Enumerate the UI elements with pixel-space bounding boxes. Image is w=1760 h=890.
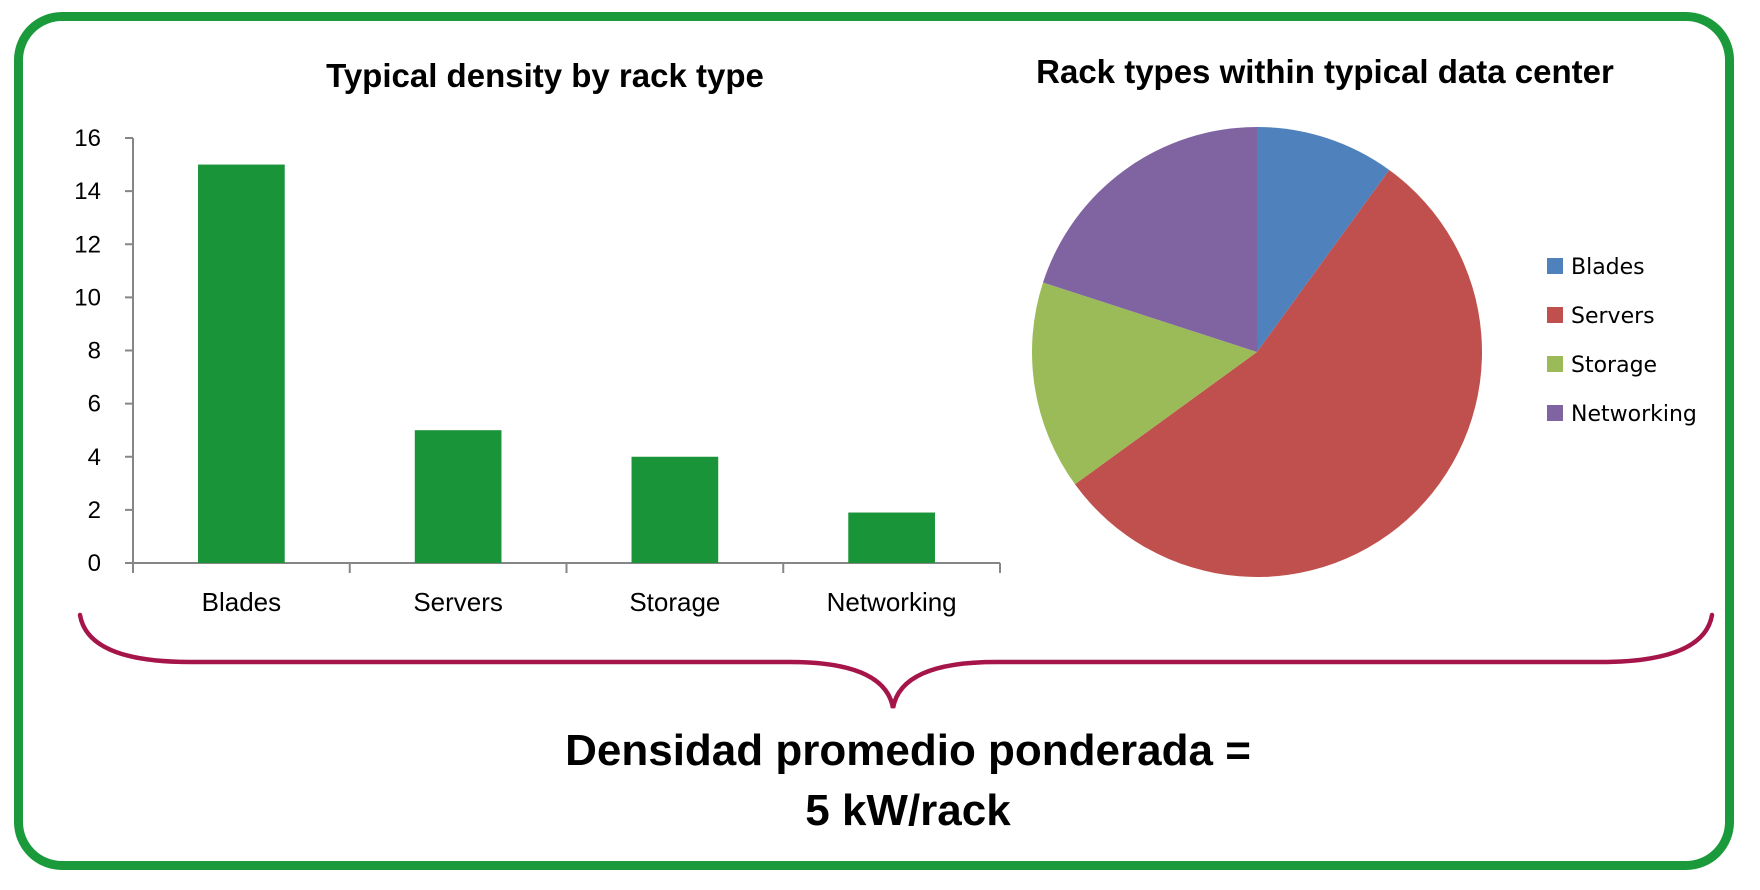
y-tick-label: 16	[74, 125, 101, 152]
bar-blades	[198, 164, 285, 563]
pie-slice-blades	[1257, 127, 1390, 352]
pie-chart-legend: Blades Servers Storage Networking	[1547, 255, 1697, 427]
y-tick-label: 14	[74, 178, 101, 205]
legend-swatch-networking	[1547, 405, 1563, 421]
legend-label: Networking	[1571, 402, 1697, 427]
y-tick-label: 2	[88, 497, 101, 524]
x-tick-label: Storage	[629, 587, 720, 617]
y-tick-label: 6	[88, 391, 101, 418]
bar-chart: Typical density by rack type 0 2 4 6 8 10 12 14…	[74, 57, 1001, 617]
legend-label: Storage	[1571, 353, 1657, 378]
bar-servers	[414, 430, 502, 563]
bar-chart-marks	[198, 164, 935, 563]
summary-line-2: 5 kW/rack	[805, 786, 1011, 835]
pie-chart-slices	[1032, 127, 1482, 577]
summary-line-1: Densidad promedio ponderada =	[565, 726, 1251, 775]
legend-swatch-storage	[1547, 356, 1563, 372]
legend-label: Blades	[1571, 255, 1645, 280]
y-tick-label: 10	[74, 284, 101, 311]
x-tick-label: Blades	[202, 587, 282, 617]
pie-slice-servers	[1074, 169, 1482, 577]
pie-chart-title: Rack types within typical data center	[1036, 53, 1614, 90]
legend-label: Servers	[1571, 304, 1655, 329]
y-tick-label: 12	[74, 231, 101, 258]
pie-slice-storage	[1032, 282, 1257, 485]
y-tick-label: 4	[88, 444, 101, 471]
bar-networking	[848, 512, 935, 563]
legend-swatch-blades	[1547, 258, 1563, 274]
x-tick-label: Networking	[827, 587, 957, 617]
legend-swatch-servers	[1547, 307, 1563, 323]
y-tick-label: 0	[88, 550, 101, 577]
pie-chart: Rack types within typical data center Bl…	[1032, 53, 1697, 577]
pie-slice-networking	[1043, 127, 1257, 352]
curly-brace-icon	[77, 612, 1715, 709]
bar-storage	[631, 456, 719, 563]
x-tick-label: Servers	[413, 587, 503, 617]
bar-chart-title: Typical density by rack type	[326, 57, 764, 94]
y-tick-label: 8	[88, 338, 101, 365]
